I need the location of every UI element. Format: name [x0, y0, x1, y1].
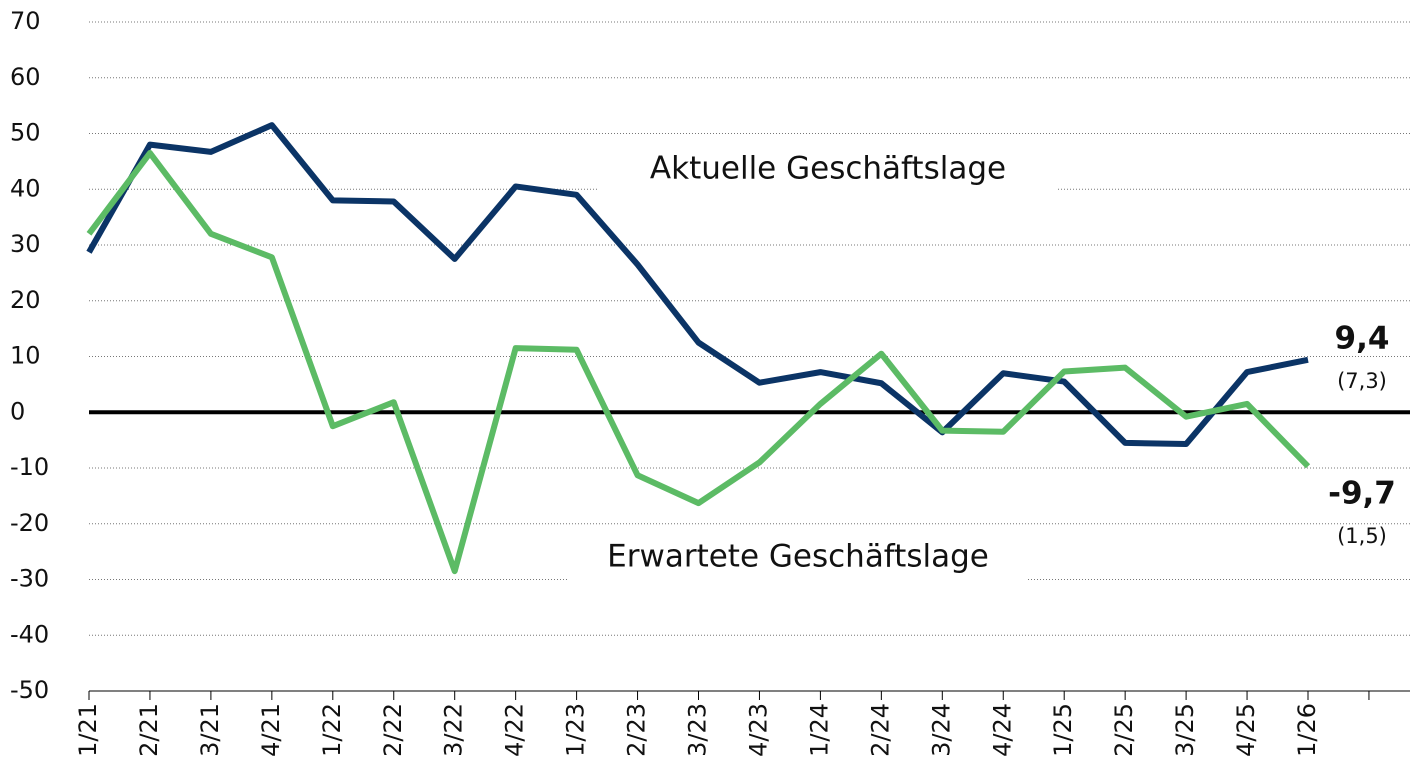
x-tick-label: 2/21 — [135, 703, 163, 757]
y-tick-label: 70 — [10, 7, 41, 35]
x-tick-label: 3/22 — [440, 703, 468, 757]
y-tick-label: -30 — [10, 565, 49, 593]
series-line — [86, 122, 1309, 448]
x-tick-label: 1/23 — [562, 703, 590, 757]
y-tick-label: 10 — [10, 342, 41, 370]
label-bg — [568, 536, 1028, 580]
x-tick-label: 3/24 — [927, 703, 955, 757]
x-tick-label: 4/25 — [1232, 703, 1260, 757]
y-tick-label: 0 — [10, 397, 25, 425]
y-tick-label: 30 — [10, 230, 41, 258]
x-tick-label: 3/23 — [684, 703, 712, 757]
x-tick-label: 1/25 — [1049, 703, 1077, 757]
y-tick-label: 20 — [10, 286, 41, 314]
x-tick-label: 4/24 — [988, 703, 1016, 757]
value-label: 9,4 — [1335, 321, 1390, 357]
x-tick-label: 4/21 — [257, 703, 285, 757]
x-tick-label: 4/23 — [744, 703, 772, 757]
x-tick-label: 3/25 — [1171, 703, 1199, 757]
x-tick-label: 1/22 — [318, 703, 346, 757]
x-tick-label: 2/23 — [623, 703, 651, 757]
value-label: -9,7 — [1328, 476, 1396, 512]
label-bg — [598, 148, 1058, 192]
x-tick-label: 1/21 — [74, 703, 102, 757]
series-line — [86, 150, 1311, 575]
x-tick-label: 3/21 — [196, 703, 224, 757]
x-tick-label: 2/22 — [379, 703, 407, 757]
x-tick-label: 2/24 — [866, 703, 894, 757]
series-label: Aktuelle Geschäftslage — [650, 151, 1006, 187]
y-tick-label: -40 — [10, 620, 49, 648]
x-tick-label: 1/24 — [805, 703, 833, 757]
previous-label: (1,5) — [1337, 524, 1387, 548]
series-label: Erwartete Geschäftslage — [607, 539, 989, 575]
x-tick-label: 2/25 — [1110, 703, 1138, 757]
x-tick-label: 4/22 — [501, 703, 529, 757]
y-tick-label: -50 — [10, 676, 49, 704]
y-tick-label: 60 — [10, 63, 41, 91]
y-tick-label: -10 — [10, 453, 49, 481]
y-tick-label: 50 — [10, 119, 41, 147]
y-tick-label: 40 — [10, 174, 41, 202]
y-tick-label: -20 — [10, 509, 49, 537]
previous-label: (7,3) — [1337, 369, 1387, 393]
x-tick-label: 1/26 — [1293, 703, 1321, 757]
